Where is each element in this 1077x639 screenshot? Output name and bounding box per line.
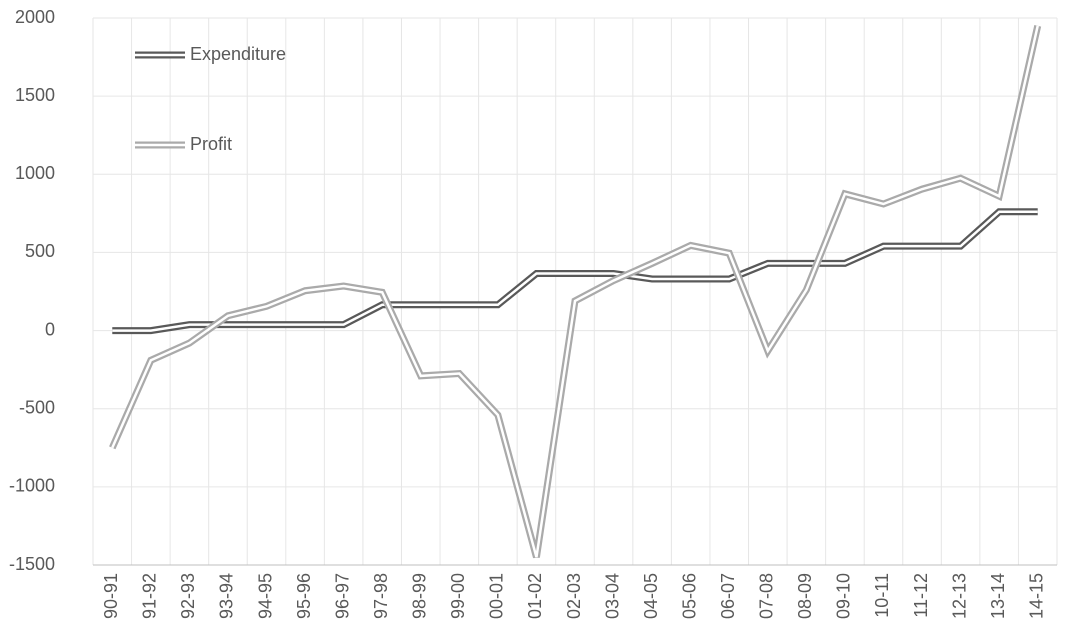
y-tick-label: 1000	[15, 163, 55, 183]
x-tick-label: 99-00	[448, 573, 468, 619]
legend-label: Expenditure	[190, 44, 286, 64]
x-tick-label: 92-93	[178, 573, 198, 619]
x-tick-label: 08-09	[795, 573, 815, 619]
legend-label: Profit	[190, 134, 232, 154]
y-tick-label: 500	[25, 241, 55, 261]
y-tick-label: 2000	[15, 7, 55, 27]
x-tick-label: 05-06	[679, 573, 699, 619]
x-tick-label: 95-96	[294, 573, 314, 619]
x-tick-label: 01-02	[525, 573, 545, 619]
y-tick-label: -500	[19, 397, 55, 417]
x-tick-label: 02-03	[564, 573, 584, 619]
line-inner	[112, 210, 1038, 332]
x-tick-label: 10-11	[872, 573, 892, 618]
x-tick-label: 12-13	[949, 573, 969, 619]
y-tick-label: -1500	[9, 554, 55, 574]
x-tick-label: 93-94	[217, 573, 237, 619]
x-tick-label: 11-12	[911, 573, 931, 618]
x-tick-label: 04-05	[641, 573, 661, 619]
x-tick-label: 03-04	[602, 573, 622, 619]
x-tick-label: 06-07	[718, 573, 738, 619]
y-tick-label: -1000	[9, 476, 55, 496]
x-tick-label: 09-10	[834, 573, 854, 619]
x-tick-label: 96-97	[332, 573, 352, 619]
y-tick-label: 1500	[15, 85, 55, 105]
x-tick-label: 00-01	[487, 573, 507, 619]
x-tick-label: 94-95	[255, 573, 275, 619]
x-tick-label: 14-15	[1026, 573, 1046, 619]
x-tick-label: 97-98	[371, 573, 391, 619]
x-tick-label: 07-08	[757, 573, 777, 619]
x-tick-label: 98-99	[410, 573, 430, 619]
line	[109, 25, 1042, 559]
line-inner	[111, 25, 1039, 558]
y-tick-label: 0	[45, 319, 55, 339]
x-tick-label: 13-14	[988, 573, 1008, 619]
x-tick-label: 91-92	[140, 573, 160, 619]
x-tick-label: 90-91	[101, 573, 121, 619]
